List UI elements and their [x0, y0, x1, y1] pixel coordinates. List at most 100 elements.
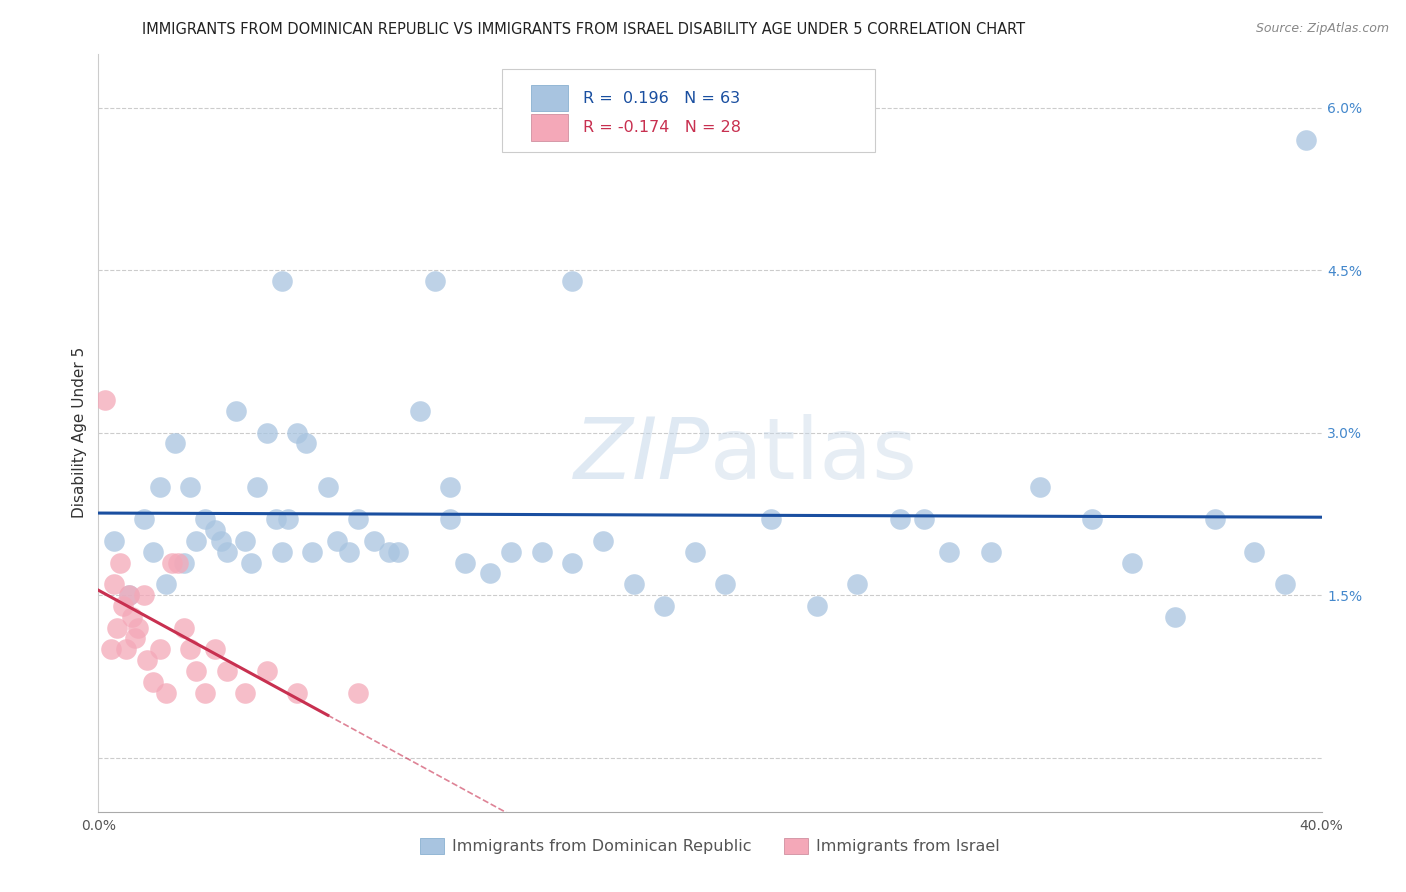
Point: [1295, 133, 1317, 147]
Point: [136, 653, 159, 667]
Point: [118, 588, 141, 602]
Point: [561, 556, 583, 570]
Point: [134, 588, 156, 602]
Point: [103, 533, 125, 548]
Point: [285, 425, 308, 440]
Point: [167, 556, 190, 570]
Point: [124, 632, 146, 646]
Point: [186, 664, 208, 678]
Point: [1243, 545, 1265, 559]
Point: [179, 480, 201, 494]
Point: [337, 545, 360, 559]
Point: [408, 404, 430, 418]
Point: [378, 545, 401, 559]
Point: [889, 512, 911, 526]
Point: [439, 512, 461, 526]
Point: [980, 545, 1002, 559]
Point: [127, 621, 149, 635]
FancyBboxPatch shape: [531, 114, 568, 141]
Point: [194, 685, 217, 699]
Text: R =  0.196   N = 63: R = 0.196 N = 63: [583, 91, 740, 105]
Text: IMMIGRANTS FROM DOMINICAN REPUBLIC VS IMMIGRANTS FROM ISRAEL DISABILITY AGE UNDE: IMMIGRANTS FROM DOMINICAN REPUBLIC VS IM…: [142, 22, 1025, 37]
Point: [155, 577, 177, 591]
Point: [233, 685, 256, 699]
Point: [204, 642, 226, 657]
Point: [209, 533, 232, 548]
Point: [363, 533, 385, 548]
Point: [652, 599, 675, 613]
Point: [134, 512, 156, 526]
Point: [215, 664, 238, 678]
Point: [105, 621, 128, 635]
Point: [439, 480, 461, 494]
Point: [163, 436, 186, 450]
Point: [1121, 556, 1143, 570]
Point: [100, 642, 122, 657]
Point: [149, 480, 172, 494]
Point: [155, 685, 177, 699]
Legend: Immigrants from Dominican Republic, Immigrants from Israel: Immigrants from Dominican Republic, Immi…: [415, 831, 1005, 861]
Point: [423, 274, 446, 288]
Point: [121, 609, 143, 624]
Point: [186, 533, 208, 548]
Point: [623, 577, 645, 591]
Point: [938, 545, 960, 559]
Point: [173, 621, 195, 635]
Point: [149, 642, 172, 657]
Point: [326, 533, 349, 548]
Point: [845, 577, 868, 591]
Point: [194, 512, 217, 526]
Point: [530, 545, 553, 559]
Point: [118, 588, 141, 602]
Y-axis label: Disability Age Under 5: Disability Age Under 5: [72, 347, 87, 518]
Point: [173, 556, 195, 570]
Point: [256, 664, 278, 678]
Point: [387, 545, 409, 559]
Point: [256, 425, 278, 440]
Point: [478, 566, 501, 581]
Point: [347, 685, 370, 699]
Point: [225, 404, 247, 418]
Point: [246, 480, 269, 494]
FancyBboxPatch shape: [502, 69, 875, 153]
Point: [301, 545, 323, 559]
Point: [142, 674, 165, 689]
Point: [454, 556, 477, 570]
Point: [142, 545, 165, 559]
Point: [1029, 480, 1052, 494]
Text: ZIP: ZIP: [574, 414, 710, 497]
FancyBboxPatch shape: [531, 85, 568, 112]
Point: [1204, 512, 1226, 526]
Point: [912, 512, 935, 526]
Text: Source: ZipAtlas.com: Source: ZipAtlas.com: [1256, 22, 1389, 36]
Text: R = -0.174   N = 28: R = -0.174 N = 28: [583, 120, 741, 135]
Point: [160, 556, 183, 570]
Point: [285, 685, 308, 699]
Point: [111, 599, 134, 613]
Point: [714, 577, 737, 591]
Point: [115, 642, 138, 657]
Point: [264, 512, 287, 526]
Point: [204, 523, 226, 537]
Point: [806, 599, 828, 613]
Point: [215, 545, 238, 559]
Point: [1081, 512, 1104, 526]
Text: atlas: atlas: [710, 414, 918, 497]
Point: [592, 533, 614, 548]
Point: [501, 545, 523, 559]
Point: [270, 274, 292, 288]
Point: [108, 556, 131, 570]
Point: [316, 480, 339, 494]
Point: [561, 274, 583, 288]
Point: [93, 393, 115, 408]
Point: [295, 436, 318, 450]
Point: [1164, 609, 1187, 624]
Point: [179, 642, 201, 657]
Point: [233, 533, 256, 548]
Point: [759, 512, 782, 526]
Point: [347, 512, 370, 526]
Point: [270, 545, 292, 559]
Point: [683, 545, 706, 559]
Point: [277, 512, 299, 526]
Point: [103, 577, 125, 591]
